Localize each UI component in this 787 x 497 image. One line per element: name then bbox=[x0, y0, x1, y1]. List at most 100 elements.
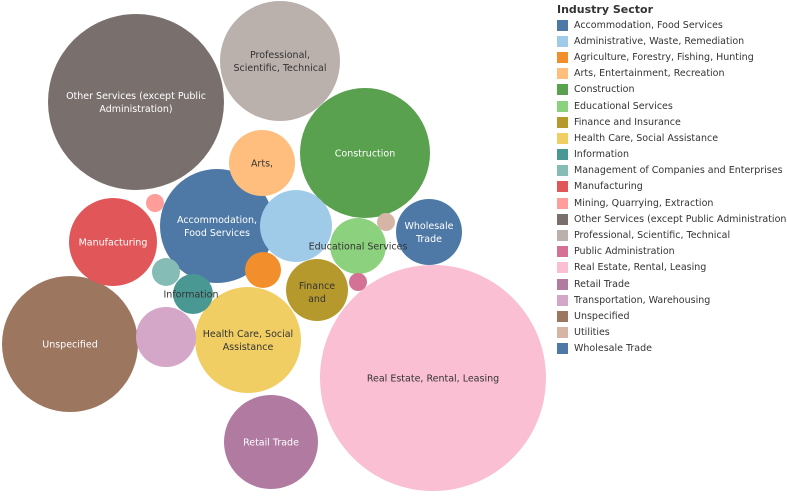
legend-label: Health Care, Social Assistance bbox=[574, 132, 719, 144]
legend-label: Mining, Quarrying, Extraction bbox=[574, 197, 714, 209]
legend-item-wholesale-trade[interactable]: Wholesale Trade bbox=[557, 341, 785, 357]
legend-swatch bbox=[557, 230, 568, 242]
legend-item-educational-services[interactable]: Educational Services bbox=[557, 98, 785, 114]
legend-label: Retail Trade bbox=[574, 278, 630, 290]
legend-label: Arts, Entertainment, Recreation bbox=[574, 68, 725, 80]
legend-swatch bbox=[557, 197, 568, 209]
legend-label: Transportation, Warehousing bbox=[574, 294, 711, 306]
bubble-label-finance-and-insurance: Finance bbox=[299, 281, 335, 292]
legend-swatch bbox=[557, 100, 568, 112]
legend-swatch bbox=[557, 19, 568, 31]
bubble-manufacturing[interactable] bbox=[69, 198, 157, 286]
bubble-utilities[interactable] bbox=[377, 213, 395, 231]
legend-label: Finance and Insurance bbox=[574, 116, 681, 128]
legend-label: Accommodation, Food Services bbox=[574, 19, 723, 31]
bubble-wholesale-trade[interactable] bbox=[396, 199, 462, 265]
bubble-construction[interactable] bbox=[300, 88, 430, 218]
bubble-retail-trade[interactable] bbox=[224, 395, 318, 489]
legend-swatch bbox=[557, 213, 568, 225]
bubble-label-other-services-except-public-administration: Administration) bbox=[99, 104, 172, 115]
legend-item-real-estate-rental-leasing[interactable]: Real Estate, Rental, Leasing bbox=[557, 260, 785, 276]
legend-items: Accommodation, Food Services Administrati… bbox=[557, 17, 787, 357]
bubble-label-arts-entertainment-recreation: Arts, bbox=[251, 159, 273, 170]
legend-item-management-of-companies-and-enterprises[interactable]: Management of Companies and Enterprises bbox=[557, 163, 785, 179]
legend-swatch bbox=[557, 310, 568, 322]
legend-title: Industry Sector bbox=[557, 3, 654, 16]
legend-swatch bbox=[557, 327, 568, 339]
legend-item-utilities[interactable]: Utilities bbox=[557, 325, 785, 341]
legend-item-retail-trade[interactable]: Retail Trade bbox=[557, 276, 785, 292]
legend-item-transportation-warehousing[interactable]: Transportation, Warehousing bbox=[557, 292, 785, 308]
legend-label: Real Estate, Rental, Leasing bbox=[574, 262, 707, 274]
legend-label: Administrative, Waste, Remediation bbox=[574, 35, 745, 47]
legend-item-public-administration[interactable]: Public Administration bbox=[557, 244, 785, 260]
legend-swatch bbox=[557, 132, 568, 144]
legend-swatch bbox=[557, 262, 568, 274]
legend-item-professional-scientific-technical[interactable]: Professional, Scientific, Technical bbox=[557, 227, 785, 243]
bubble-transportation-warehousing[interactable] bbox=[136, 307, 196, 367]
legend: Industry Sector Accommodation, Food Serv… bbox=[557, 2, 787, 357]
bubble-label-educational-services: Educational Services bbox=[309, 242, 408, 253]
legend-label: Public Administration bbox=[574, 246, 675, 258]
bubble-mining-quarrying-extraction[interactable] bbox=[146, 194, 164, 212]
bubble-label-wholesale-trade: Wholesale bbox=[405, 221, 454, 232]
bubble-agriculture-forestry-fishing-hunting[interactable] bbox=[245, 252, 281, 288]
bubble-label-wholesale-trade: Trade bbox=[415, 234, 442, 245]
bubble-administrative-waste-remediation[interactable] bbox=[260, 190, 332, 262]
bubble-finance-and-insurance[interactable] bbox=[286, 259, 348, 321]
bubble-label-health-care-social-assistance: Assistance bbox=[223, 342, 274, 353]
bubble-educational-services[interactable] bbox=[330, 218, 386, 274]
legend-item-information[interactable]: Information bbox=[557, 147, 785, 163]
legend-swatch bbox=[557, 181, 568, 193]
legend-item-mining-quarrying-extraction[interactable]: Mining, Quarrying, Extraction bbox=[557, 195, 785, 211]
bubble-health-care-social-assistance[interactable] bbox=[195, 287, 301, 393]
legend-swatch bbox=[557, 278, 568, 290]
legend-swatch bbox=[557, 84, 568, 96]
bubble-label-health-care-social-assistance: Health Care, Social bbox=[203, 329, 293, 340]
legend-swatch bbox=[557, 165, 568, 177]
bubble-label-retail-trade: Retail Trade bbox=[243, 438, 299, 449]
legend-item-accommodation-food-services[interactable]: Accommodation, Food Services bbox=[557, 17, 785, 33]
bubble-label-professional-scientific-technical: Professional, bbox=[250, 50, 310, 61]
legend-item-agriculture-forestry-fishing-hunting[interactable]: Agriculture, Forestry, Fishing, Hunting bbox=[557, 49, 785, 65]
legend-label: Agriculture, Forestry, Fishing, Hunting bbox=[574, 51, 754, 63]
bubble-information[interactable] bbox=[173, 274, 213, 314]
bubble-label-manufacturing: Manufacturing bbox=[79, 238, 148, 249]
legend-label: Professional, Scientific, Technical bbox=[574, 230, 731, 242]
bubble-label-other-services-except-public-administration: Other Services (except Public bbox=[66, 91, 206, 102]
bubble-label-information: Information bbox=[164, 290, 219, 301]
bubble-other-services-except-public-administration[interactable] bbox=[48, 14, 224, 190]
legend-item-unspecified[interactable]: Unspecified bbox=[557, 308, 785, 324]
legend-swatch bbox=[557, 51, 568, 63]
bubble-label-professional-scientific-technical: Scientific, Technical bbox=[234, 63, 327, 74]
bubble-management-of-companies-and-enterprises[interactable] bbox=[152, 258, 180, 286]
legend-label: Construction bbox=[574, 84, 635, 96]
bubble-label-construction: Construction bbox=[335, 149, 396, 160]
legend-label: Educational Services bbox=[574, 100, 673, 112]
legend-swatch bbox=[557, 149, 568, 161]
bubble-accommodation-food-services[interactable] bbox=[160, 169, 274, 283]
bubble-arts-entertainment-recreation[interactable] bbox=[229, 130, 295, 196]
legend-label: Management of Companies and Enterprises bbox=[574, 165, 783, 177]
legend-swatch bbox=[557, 343, 568, 355]
legend-item-other-services-except-public-administration[interactable]: Other Services (except Public Administra… bbox=[557, 211, 787, 227]
legend-label: Information bbox=[574, 149, 629, 161]
legend-item-finance-and-insurance[interactable]: Finance and Insurance bbox=[557, 114, 785, 130]
bubble-label-finance-and-insurance: and bbox=[308, 294, 326, 305]
bubble-label-real-estate-rental-leasing: Real Estate, Rental, Leasing bbox=[367, 374, 499, 385]
bubble-unspecified[interactable] bbox=[2, 276, 138, 412]
legend-swatch bbox=[557, 35, 568, 47]
bubble-label-unspecified: Unspecified bbox=[42, 340, 98, 351]
legend-item-construction[interactable]: Construction bbox=[557, 82, 785, 98]
legend-item-arts-entertainment-recreation[interactable]: Arts, Entertainment, Recreation bbox=[557, 66, 785, 82]
legend-label: Wholesale Trade bbox=[574, 343, 652, 355]
legend-item-administrative-waste-remediation[interactable]: Administrative, Waste, Remediation bbox=[557, 33, 785, 49]
legend-swatch bbox=[557, 294, 568, 306]
bubble-professional-scientific-technical[interactable] bbox=[220, 1, 340, 121]
bubble-real-estate-rental-leasing[interactable] bbox=[320, 265, 546, 491]
bubble-public-administration[interactable] bbox=[349, 273, 367, 291]
legend-item-manufacturing[interactable]: Manufacturing bbox=[557, 179, 785, 195]
legend-label: Unspecified bbox=[574, 310, 630, 322]
legend-item-health-care-social-assistance[interactable]: Health Care, Social Assistance bbox=[557, 130, 785, 146]
legend-label: Other Services (except Public Administra… bbox=[574, 213, 787, 225]
